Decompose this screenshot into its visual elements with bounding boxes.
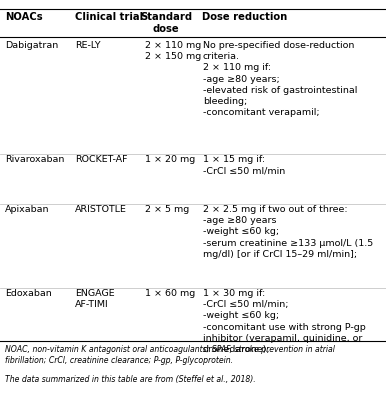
Text: 1 × 30 mg if:
-CrCl ≤50 ml/min;
-weight ≤60 kg;
-concomitant use with strong P-g: 1 × 30 mg if: -CrCl ≤50 ml/min; -weight … [203,289,366,354]
Text: ENGAGE
AF-TIMI: ENGAGE AF-TIMI [75,289,115,309]
Text: Dabigatran: Dabigatran [5,41,58,50]
Text: ARISTOTLE: ARISTOTLE [75,205,127,214]
Text: NOACs: NOACs [5,12,42,22]
Text: The data summarized in this table are from (Steffel et al., 2018).: The data summarized in this table are fr… [5,375,256,384]
Text: Rivaroxaban: Rivaroxaban [5,155,64,164]
Text: 1 × 15 mg if:
-CrCl ≤50 ml/min: 1 × 15 mg if: -CrCl ≤50 ml/min [203,155,285,175]
Text: Edoxaban: Edoxaban [5,289,51,298]
Text: 2 × 110 mg
2 × 150 mg: 2 × 110 mg 2 × 150 mg [145,41,201,61]
Text: Dose reduction: Dose reduction [203,12,288,22]
Text: Standard
dose: Standard dose [140,12,192,34]
Text: 1 × 60 mg: 1 × 60 mg [145,289,195,298]
Text: RE-LY: RE-LY [75,41,101,50]
Text: 2 × 5 mg: 2 × 5 mg [145,205,189,214]
Text: ROCKET-AF: ROCKET-AF [75,155,128,164]
Text: No pre-specified dose-reduction
criteria.
2 × 110 mg if:
-age ≥80 years;
-elevat: No pre-specified dose-reduction criteria… [203,41,357,117]
Text: 2 × 2.5 mg if two out of three:
-age ≥80 years
-weight ≤60 kg;
-serum creatinine: 2 × 2.5 mg if two out of three: -age ≥80… [203,205,373,259]
Text: 1 × 20 mg: 1 × 20 mg [145,155,195,164]
Text: Apixaban: Apixaban [5,205,49,214]
Text: Clinical trial: Clinical trial [75,12,143,22]
Text: NOAC, non-vitamin K antagonist oral anticoagulants; SPAF, stroke prevention in a: NOAC, non-vitamin K antagonist oral anti… [5,345,335,365]
